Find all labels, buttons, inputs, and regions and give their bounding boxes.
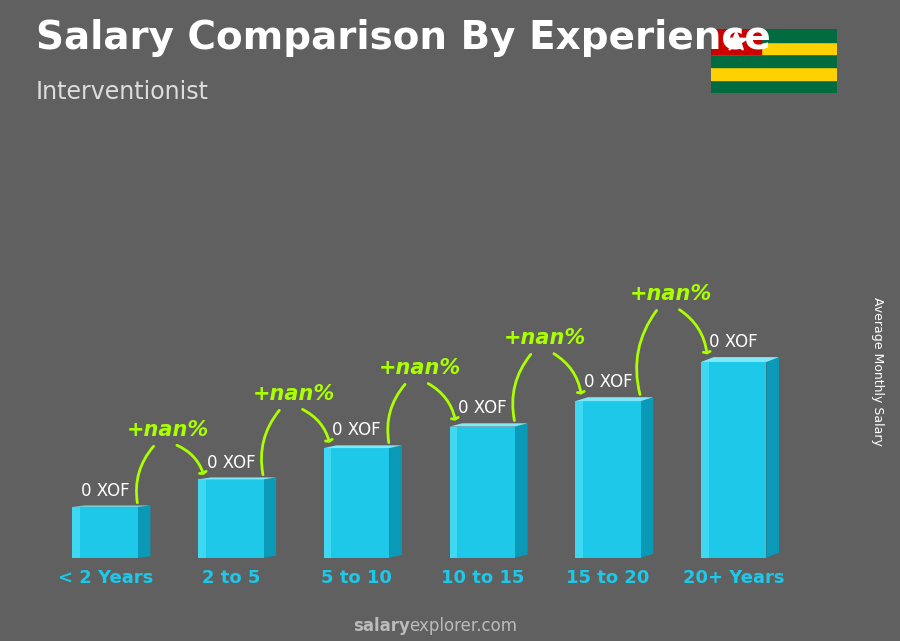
Polygon shape <box>515 423 527 558</box>
Text: Interventionist: Interventionist <box>36 80 209 104</box>
Bar <box>711 42 837 54</box>
Text: +nan%: +nan% <box>378 358 461 378</box>
Polygon shape <box>324 448 331 558</box>
Text: 0 XOF: 0 XOF <box>332 422 381 440</box>
Text: +nan%: +nan% <box>504 328 586 348</box>
Polygon shape <box>390 445 401 558</box>
Polygon shape <box>198 478 276 479</box>
Polygon shape <box>701 362 708 558</box>
Bar <box>711 67 837 80</box>
Polygon shape <box>641 397 653 558</box>
Polygon shape <box>450 423 527 426</box>
Text: +nan%: +nan% <box>127 420 209 440</box>
Polygon shape <box>724 31 748 50</box>
Polygon shape <box>767 357 779 558</box>
Polygon shape <box>73 507 80 558</box>
Text: 0 XOF: 0 XOF <box>206 454 256 472</box>
Text: explorer.com: explorer.com <box>410 617 518 635</box>
Polygon shape <box>138 506 150 558</box>
Polygon shape <box>575 401 583 558</box>
Bar <box>450 426 515 558</box>
Bar <box>711 54 837 67</box>
Text: 0 XOF: 0 XOF <box>81 481 130 499</box>
Bar <box>701 362 767 558</box>
Polygon shape <box>198 479 206 558</box>
Text: salary: salary <box>353 617 410 635</box>
Bar <box>198 479 264 558</box>
Text: Average Monthly Salary: Average Monthly Salary <box>871 297 884 446</box>
Bar <box>73 507 138 558</box>
Polygon shape <box>324 445 401 448</box>
Bar <box>324 448 390 558</box>
Polygon shape <box>73 506 150 507</box>
Bar <box>711 29 837 42</box>
Bar <box>711 29 761 54</box>
Bar <box>711 80 837 93</box>
Text: 0 XOF: 0 XOF <box>709 333 758 351</box>
Text: 0 XOF: 0 XOF <box>584 373 633 392</box>
Text: 0 XOF: 0 XOF <box>458 399 507 417</box>
Polygon shape <box>575 397 653 401</box>
Bar <box>575 401 641 558</box>
Text: +nan%: +nan% <box>630 284 712 304</box>
Polygon shape <box>701 357 779 362</box>
Text: Salary Comparison By Experience: Salary Comparison By Experience <box>36 19 770 57</box>
Polygon shape <box>450 426 457 558</box>
Polygon shape <box>264 478 276 558</box>
Text: +nan%: +nan% <box>253 384 335 404</box>
